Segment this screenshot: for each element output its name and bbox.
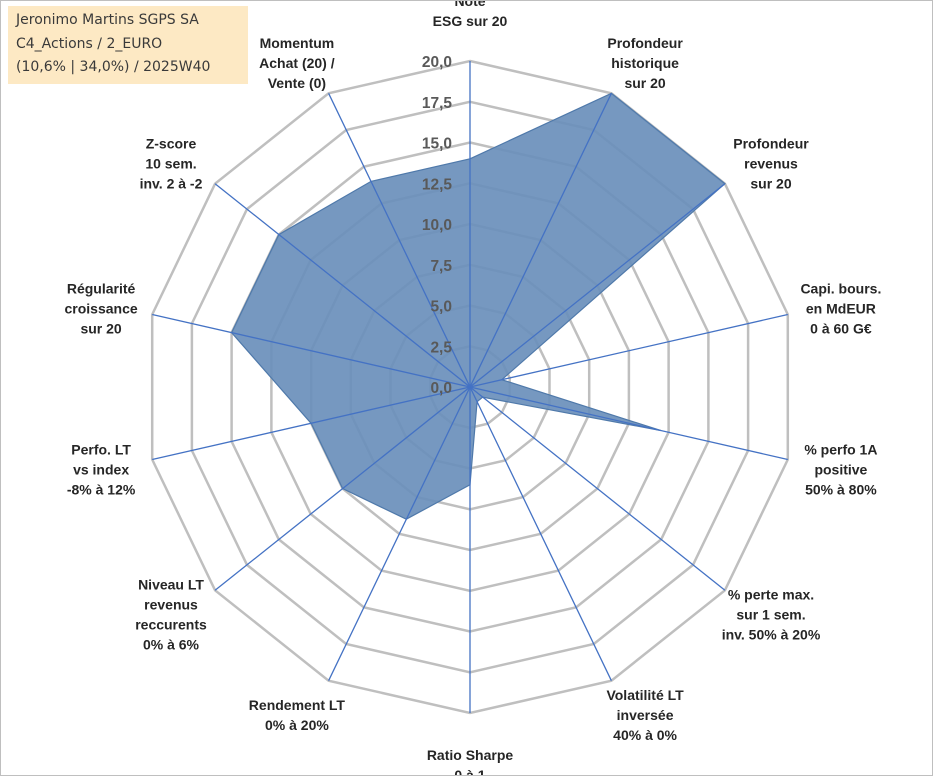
- info-category: C4_Actions / 2_EURO: [16, 35, 163, 52]
- axis-label: 10 sem.: [145, 155, 196, 171]
- axis-label: croissance: [65, 300, 138, 316]
- tick-label: 20,0: [422, 54, 452, 71]
- axis-spoke: [152, 313, 471, 388]
- axis-label: sur 20: [750, 175, 791, 191]
- axis-label: % perfo 1A: [804, 442, 877, 458]
- axis-label: Capi. bours.: [800, 280, 881, 296]
- axis-label: sur 20: [624, 75, 665, 91]
- axis-label: Z-score: [146, 135, 197, 151]
- axis-spoke: [469, 386, 612, 681]
- axis-label: vs index: [73, 462, 129, 478]
- tick-label: 17,5: [422, 95, 453, 112]
- axis-label: Note: [454, 1, 485, 9]
- axis-label: inversée: [617, 707, 674, 723]
- tick-label: 15,0: [422, 136, 452, 153]
- tick-label: 10,0: [422, 217, 452, 234]
- axis-label: Vente (0): [268, 75, 326, 91]
- tick-label: 5,0: [430, 299, 452, 316]
- tick-label: 12,5: [422, 176, 453, 193]
- info-company: Jeronimo Martins SGPS SA: [16, 12, 199, 28]
- axis-label: 50% à 80%: [805, 482, 877, 498]
- axis-spoke: [328, 93, 471, 388]
- axis-spoke: [469, 386, 788, 461]
- axis-label: reccurents: [135, 617, 207, 633]
- axis-spoke: [469, 183, 726, 388]
- axis-label: revenus: [144, 597, 198, 613]
- axis-label: Rendement LT: [249, 697, 346, 713]
- axis-label: % perte max.: [728, 587, 814, 603]
- axis-label: -8% à 12%: [67, 482, 136, 498]
- axis-label: Profondeur: [607, 35, 683, 51]
- axis-label: 0% à 20%: [265, 717, 329, 733]
- axis-label: Volatilité LT: [606, 687, 684, 703]
- axis-label: sur 20: [80, 320, 121, 336]
- axis-label: Perfo. LT: [71, 442, 131, 458]
- axis-label: inv. 2 à -2: [140, 175, 203, 191]
- axis-spoke: [214, 386, 471, 591]
- axis-label: Profondeur: [733, 135, 809, 151]
- axis-label: 0% à 6%: [143, 637, 200, 653]
- tick-label: 7,5: [430, 258, 452, 275]
- axis-label: Niveau LT: [138, 577, 204, 593]
- axis-label: Ratio Sharpe: [427, 747, 514, 763]
- axis-label: historique: [611, 55, 679, 71]
- axis-spoke: [469, 93, 612, 388]
- axis-label: 0 à 1: [454, 767, 485, 775]
- axis-label: positive: [814, 462, 867, 478]
- axis-spoke: [214, 183, 471, 388]
- axis-label: en MdEUR: [806, 300, 876, 316]
- axis-spoke: [152, 386, 471, 461]
- axis-label: 0 à 60 G€: [810, 320, 872, 336]
- info-period: (10,6% | 34,0%) / 2025W40: [16, 59, 211, 75]
- axis-spoke: [328, 386, 471, 681]
- info-box: Jeronimo Martins SGPS SA C4_Actions / 2_…: [8, 6, 248, 84]
- axis-label: revenus: [744, 155, 798, 171]
- axis-label: Achat (20) /: [259, 55, 335, 71]
- axis-spoke: [469, 313, 788, 388]
- axis-label: 40% à 0%: [613, 727, 677, 743]
- axis-label: Momentum: [260, 35, 335, 51]
- axis-label: Régularité: [67, 280, 136, 296]
- tick-label: 2,5: [430, 339, 452, 356]
- axis-label: ESG sur 20: [433, 13, 508, 29]
- axis-spoke: [469, 386, 726, 591]
- tick-label: 0,0: [430, 380, 452, 397]
- axis-label: inv. 50% à 20%: [722, 627, 821, 643]
- axis-label: sur 1 sem.: [736, 607, 805, 623]
